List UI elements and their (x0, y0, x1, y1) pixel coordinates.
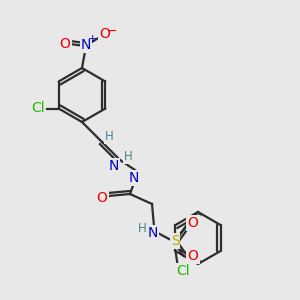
Text: O: O (188, 216, 198, 230)
Text: H: H (124, 151, 132, 164)
Text: S: S (171, 234, 179, 248)
Text: H: H (105, 130, 113, 143)
Text: H: H (138, 223, 146, 236)
Text: Cl: Cl (177, 264, 190, 278)
Text: Cl: Cl (31, 101, 44, 116)
Text: N: N (148, 226, 158, 240)
Text: N: N (81, 38, 91, 52)
Text: −: − (107, 25, 117, 38)
Text: O: O (188, 249, 198, 263)
Text: +: + (87, 34, 97, 44)
Text: O: O (100, 27, 110, 41)
Text: O: O (60, 37, 70, 51)
Text: N: N (129, 171, 139, 185)
Text: O: O (97, 191, 107, 205)
Text: N: N (109, 159, 119, 173)
